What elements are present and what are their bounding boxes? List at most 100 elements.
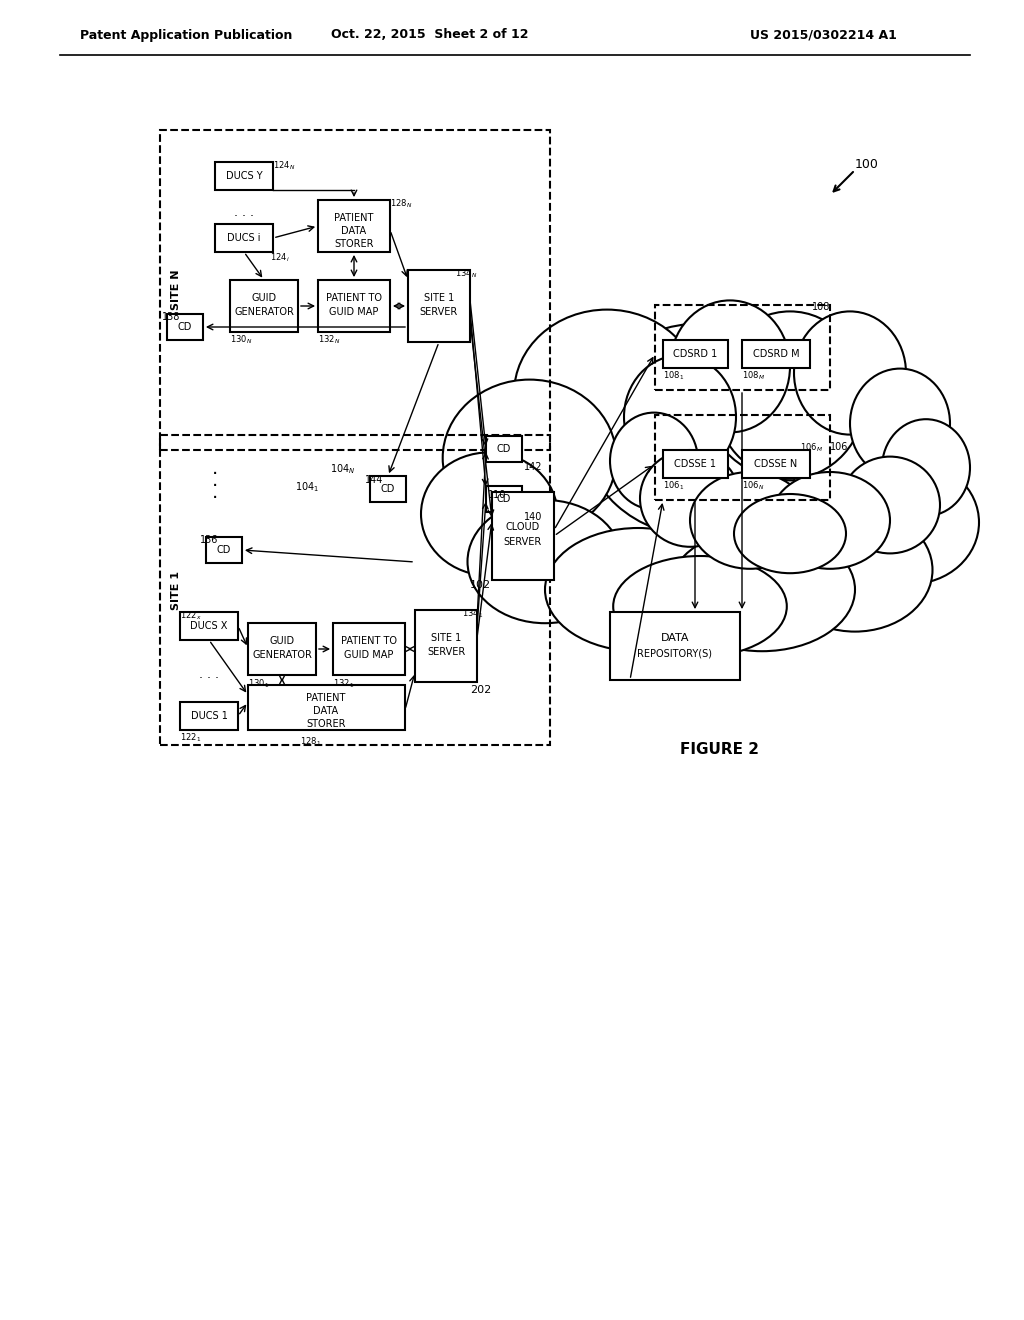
Text: SITE 1: SITE 1	[431, 634, 461, 643]
Ellipse shape	[714, 312, 866, 479]
Text: DATA: DATA	[341, 226, 367, 236]
Ellipse shape	[843, 461, 979, 583]
Ellipse shape	[840, 457, 940, 553]
Text: GENERATOR: GENERATOR	[252, 649, 312, 660]
Text: CD: CD	[178, 322, 193, 333]
Text: STORER: STORER	[306, 719, 346, 729]
Text: $108_M$: $108_M$	[742, 370, 765, 383]
Text: CD: CD	[381, 484, 395, 494]
Text: DATA: DATA	[313, 706, 339, 715]
Text: $130_1$: $130_1$	[248, 677, 269, 689]
Ellipse shape	[793, 396, 948, 536]
Text: PATIENT TO: PATIENT TO	[326, 293, 382, 304]
FancyBboxPatch shape	[215, 224, 273, 252]
Text: 102: 102	[470, 579, 492, 590]
Text: SITE N: SITE N	[171, 269, 181, 310]
Text: STORER: STORER	[334, 239, 374, 249]
Ellipse shape	[882, 420, 970, 516]
Ellipse shape	[770, 473, 890, 569]
Ellipse shape	[421, 453, 557, 576]
Text: Oct. 22, 2015  Sheet 2 of 12: Oct. 22, 2015 Sheet 2 of 12	[331, 29, 528, 41]
Text: CD: CD	[497, 494, 511, 504]
Ellipse shape	[669, 528, 855, 651]
Ellipse shape	[670, 301, 790, 433]
Text: $128_1$: $128_1$	[300, 737, 322, 748]
Text: $132_N$: $132_N$	[318, 334, 340, 346]
Text: REPOSITORY(S): REPOSITORY(S)	[638, 649, 713, 659]
Ellipse shape	[690, 473, 810, 569]
Text: $122_x$: $122_x$	[180, 610, 202, 623]
Ellipse shape	[777, 508, 933, 631]
FancyBboxPatch shape	[610, 612, 740, 680]
FancyBboxPatch shape	[230, 280, 298, 333]
Text: .: .	[212, 483, 218, 502]
FancyBboxPatch shape	[206, 537, 242, 564]
Text: $124_N$: $124_N$	[273, 160, 295, 173]
Text: $108_1$: $108_1$	[663, 370, 684, 383]
Text: $122_1$: $122_1$	[180, 733, 201, 744]
Text: CDSRD 1: CDSRD 1	[673, 348, 717, 359]
Text: DATA: DATA	[660, 634, 689, 643]
Text: CLOUD: CLOUD	[506, 521, 540, 532]
FancyBboxPatch shape	[486, 436, 522, 462]
Ellipse shape	[640, 450, 740, 546]
Ellipse shape	[613, 556, 786, 657]
Text: 110: 110	[488, 490, 507, 500]
Text: DUCS Y: DUCS Y	[225, 172, 262, 181]
FancyBboxPatch shape	[318, 280, 390, 333]
Text: DUCS i: DUCS i	[227, 234, 261, 243]
FancyBboxPatch shape	[742, 341, 810, 368]
Text: CD: CD	[217, 545, 231, 554]
Text: PATIENT: PATIENT	[306, 693, 346, 704]
FancyBboxPatch shape	[180, 612, 238, 640]
Text: SITE 1: SITE 1	[424, 293, 454, 304]
Text: GUID MAP: GUID MAP	[344, 649, 393, 660]
Text: $132_1$: $132_1$	[333, 677, 354, 689]
Ellipse shape	[734, 494, 846, 573]
Text: 142: 142	[524, 462, 543, 473]
FancyBboxPatch shape	[486, 486, 522, 512]
Text: GUID: GUID	[252, 293, 276, 304]
Text: US 2015/0302214 A1: US 2015/0302214 A1	[750, 29, 897, 41]
FancyBboxPatch shape	[370, 477, 406, 502]
Text: FIGURE 2: FIGURE 2	[681, 742, 760, 758]
Ellipse shape	[468, 500, 623, 623]
Text: DUCS X: DUCS X	[190, 620, 227, 631]
Text: SERVER: SERVER	[504, 537, 542, 546]
Text: 100: 100	[855, 158, 879, 172]
Text: .: .	[212, 470, 218, 490]
Text: . . .: . . .	[199, 668, 219, 681]
Text: GUID: GUID	[269, 636, 295, 645]
Text: GUID MAP: GUID MAP	[330, 308, 379, 317]
Text: $104_1$: $104_1$	[295, 480, 319, 494]
Text: CDSRD M: CDSRD M	[753, 348, 800, 359]
FancyBboxPatch shape	[167, 314, 203, 341]
FancyBboxPatch shape	[663, 341, 728, 368]
FancyBboxPatch shape	[215, 162, 273, 190]
FancyBboxPatch shape	[415, 610, 477, 682]
Text: CDSSE 1: CDSSE 1	[674, 459, 716, 469]
FancyBboxPatch shape	[318, 201, 390, 252]
Text: $134_1$: $134_1$	[462, 609, 483, 620]
FancyBboxPatch shape	[663, 450, 728, 478]
Text: $104_N$: $104_N$	[330, 462, 355, 475]
Text: SERVER: SERVER	[420, 308, 458, 317]
FancyBboxPatch shape	[180, 702, 238, 730]
Text: PATIENT: PATIENT	[334, 213, 374, 223]
Text: $130_N$: $130_N$	[230, 334, 252, 346]
Text: 136: 136	[200, 535, 218, 545]
Text: $106_1$: $106_1$	[663, 480, 684, 492]
Text: 144: 144	[365, 475, 383, 484]
Text: . . .: . . .	[234, 206, 254, 219]
Ellipse shape	[545, 528, 731, 651]
FancyBboxPatch shape	[408, 271, 470, 342]
Text: 138: 138	[162, 312, 180, 322]
FancyBboxPatch shape	[248, 623, 316, 675]
Text: SERVER: SERVER	[427, 647, 465, 657]
Text: SITE 1: SITE 1	[171, 570, 181, 610]
Text: $124_i$: $124_i$	[270, 252, 290, 264]
Text: CDSSE N: CDSSE N	[755, 459, 798, 469]
Text: Patent Application Publication: Patent Application Publication	[80, 29, 293, 41]
Text: 140: 140	[524, 512, 543, 521]
Text: 106: 106	[830, 442, 848, 451]
